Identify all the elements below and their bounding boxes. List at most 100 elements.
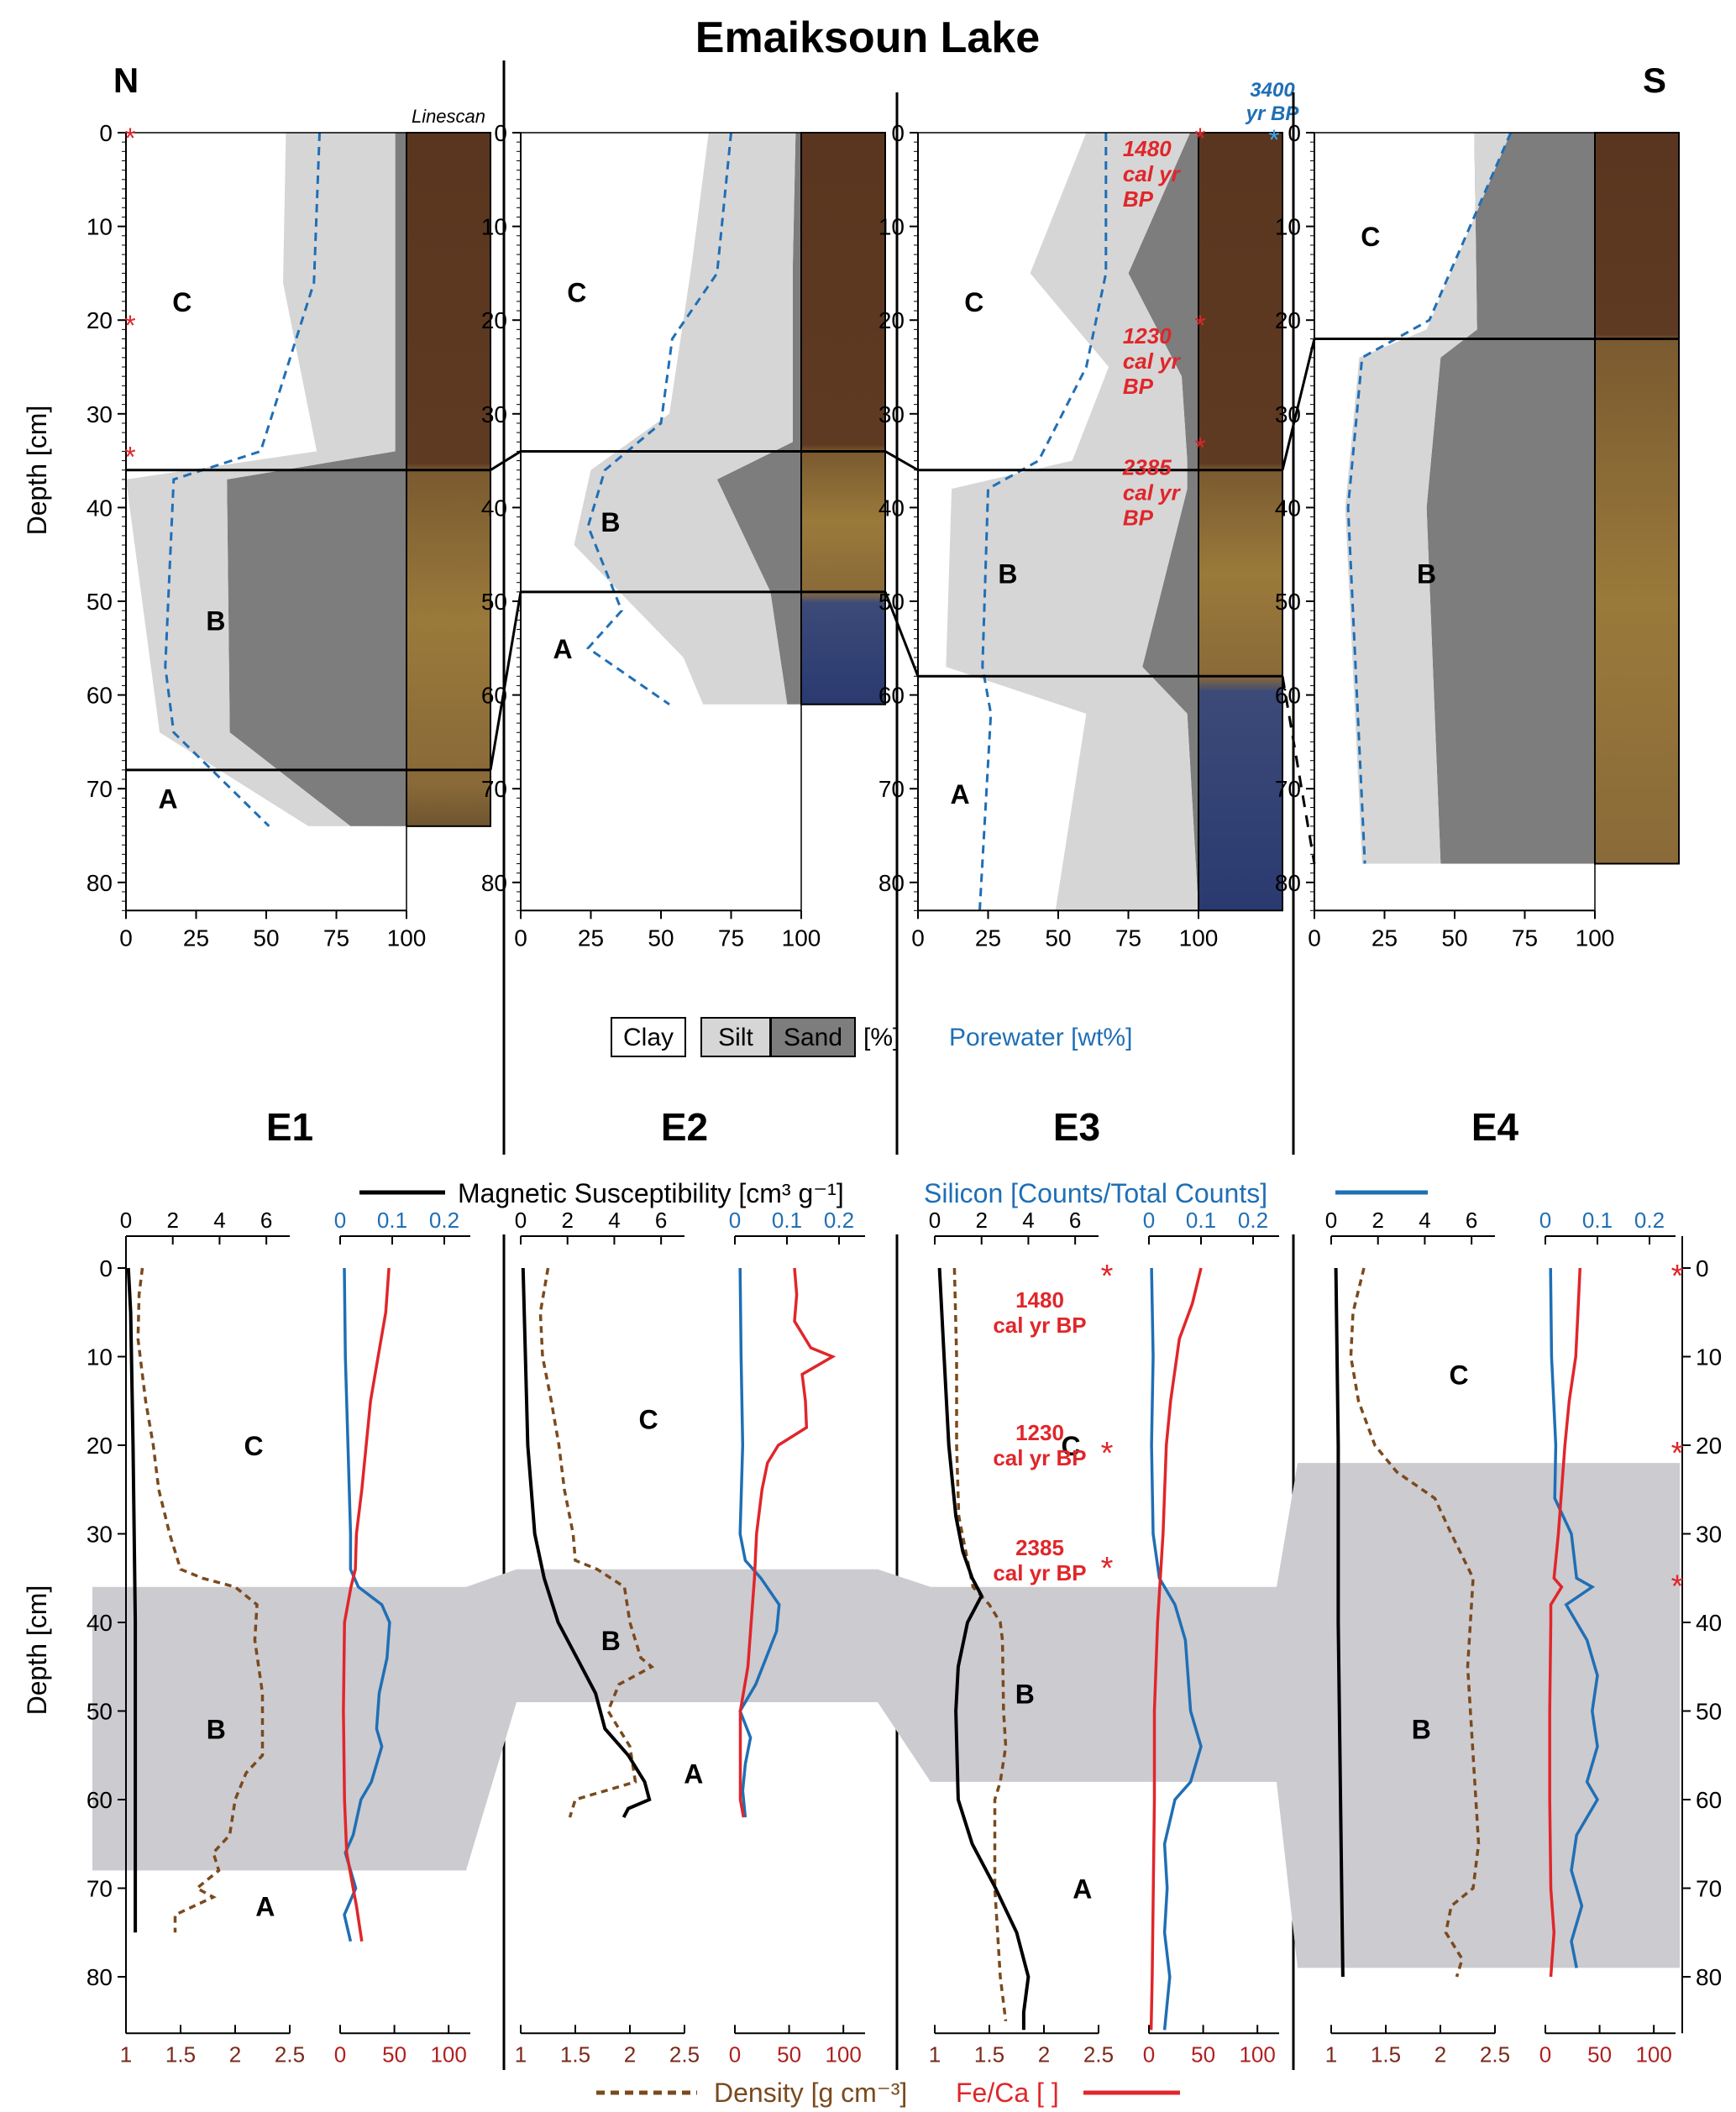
unit-label-c: C: [639, 1404, 658, 1434]
magsus-tick-label: 6: [1466, 1208, 1477, 1233]
age-label-e3_top: 1480: [1123, 136, 1172, 161]
magsus-tick-label: 6: [655, 1208, 667, 1233]
linescan-image: [800, 132, 886, 705]
depth-tick-label: 80: [878, 870, 905, 896]
linescan-label: Linescan: [412, 106, 485, 127]
age-label-b_2385: cal yr BP: [993, 1560, 1086, 1585]
proxy-legend-top: Magnetic Susceptibility [cm³ g⁻¹] Silico…: [359, 1178, 1428, 1208]
magsus-tick-label: 4: [213, 1208, 225, 1233]
percent-unit-label: [%]: [863, 1024, 899, 1051]
age-label-e3_mid: cal yr: [1123, 349, 1182, 374]
density-tick-label: 1.5: [1371, 2041, 1401, 2067]
south-label: S: [1643, 60, 1666, 100]
date-marker: *: [124, 310, 135, 342]
density-tick-label: 1.5: [165, 2041, 196, 2067]
depth-tick-label: 0: [99, 1255, 113, 1281]
density-tick-label: 1.5: [560, 2041, 590, 2067]
silicon-tick-label: 0.1: [772, 1208, 802, 1233]
depth-tick-label-right: 10: [1696, 1344, 1722, 1370]
depth-tick-label: 70: [87, 776, 113, 802]
feca-tick-label: 0: [729, 2041, 741, 2067]
depth-tick-label: 60: [87, 1787, 113, 1813]
density-line: [136, 1267, 265, 1933]
density-tick-label: 1: [515, 2041, 527, 2067]
unit-label-b: B: [998, 559, 1017, 590]
depth-tick-label: 60: [87, 683, 113, 709]
age-label-b_1480: cal yr BP: [993, 1313, 1086, 1338]
unit-label-a: A: [1073, 1874, 1092, 1905]
proxy-panel-e1: 0 10 20 30 40 50 60 70 80 0 2 4 6 1 1.5 2 2.5 0 0.1 0.2 0 50 1…: [87, 1208, 470, 2067]
depth-tick-label-right: 20: [1696, 1433, 1722, 1459]
unit-label-b: B: [601, 507, 620, 537]
feca-tick-label: 0: [334, 2041, 346, 2067]
sand-swatch: [770, 1017, 856, 1057]
feca-tick-label: 50: [777, 2041, 801, 2067]
date-marker: *: [1671, 1569, 1684, 1604]
depth-tick-label: 20: [878, 307, 905, 333]
depth-tick-label: 70: [1275, 776, 1301, 802]
feca-tick-label: 50: [1587, 2041, 1612, 2067]
density-tick-label: 1.5: [974, 2041, 1004, 2067]
clay-swatch: [611, 1017, 686, 1057]
date-marker: *: [1194, 310, 1205, 342]
silicon-tick-label: 0.1: [1186, 1208, 1216, 1233]
linescan-image: [1594, 132, 1680, 865]
age-label-e3_top: BP: [1123, 186, 1154, 212]
depth-tick-label: 10: [87, 1344, 113, 1370]
magsus-line: [126, 1267, 138, 1933]
magsus-line: [521, 1267, 652, 1819]
unit-label-c: C: [964, 287, 983, 317]
magsus-tick-label: 0: [929, 1208, 941, 1233]
density-tick-label: 2: [1434, 2041, 1446, 2067]
depth-tick-label: 80: [87, 870, 113, 896]
unit-label-b: B: [1417, 559, 1436, 590]
depth-tick-label: 10: [1275, 214, 1301, 240]
unit-boundary-connectors: [489, 338, 1316, 864]
magsus-tick-label: 2: [561, 1208, 573, 1233]
feca-tick-label: 50: [1191, 2041, 1215, 2067]
porewater-legend-label: Porewater [wt%]: [949, 1024, 1132, 1051]
unit-label-a: A: [553, 634, 573, 664]
porewater-line: [978, 133, 1108, 911]
date-marker: *: [124, 441, 135, 473]
density-tick-label: 2: [229, 2041, 241, 2067]
percent-tick-label: 75: [1115, 925, 1141, 951]
depth-tick-label: 40: [87, 1610, 113, 1636]
date-marker: *: [124, 123, 135, 155]
percent-tick-label: 75: [1512, 925, 1538, 951]
clay-legend-label: Clay: [623, 1024, 674, 1051]
density-tick-label: 2.5: [275, 2041, 305, 2067]
silt-area: [946, 133, 1198, 911]
feca-legend-label: Fe/Ca [ ]: [956, 2078, 1059, 2108]
silicon-tick-label: 0: [1539, 1208, 1551, 1233]
feca-line: [342, 1267, 391, 1942]
silicon-tick-label: 0.1: [1582, 1208, 1613, 1233]
linescan-image: [406, 132, 491, 827]
percent-tick-label: 25: [183, 925, 209, 951]
feca-tick-label: 50: [382, 2041, 406, 2067]
unit-label-b: B: [601, 1626, 621, 1656]
unit-label-c: C: [172, 287, 191, 317]
depth-tick-label: 0: [494, 120, 507, 146]
unit-label-a: A: [159, 783, 178, 814]
core-label-e4: E4: [1471, 1105, 1519, 1149]
depth-tick-label: 80: [1275, 870, 1301, 896]
unit-label-a: A: [951, 779, 970, 810]
density-tick-label: 1: [120, 2041, 132, 2067]
feca-tick-label: 100: [1239, 2041, 1275, 2067]
sand-area: [1426, 133, 1595, 864]
depth-tick-label: 40: [878, 495, 905, 521]
age-label-b_1480: 1480: [1015, 1287, 1064, 1313]
percent-tick-label: 100: [387, 925, 427, 951]
unit-b-band: [92, 1463, 1680, 1968]
percent-tick-label: 25: [975, 925, 1001, 951]
magsus-tick-label: 0: [1325, 1208, 1337, 1233]
unit-label-c: C: [567, 278, 586, 308]
core-label-e3: E3: [1053, 1105, 1100, 1149]
proxy-legend-bottom: Density [g cm⁻³] Fe/Ca [ ]: [596, 2078, 1180, 2108]
unit-label-b: B: [1412, 1715, 1431, 1745]
silt-area: [1345, 133, 1511, 864]
